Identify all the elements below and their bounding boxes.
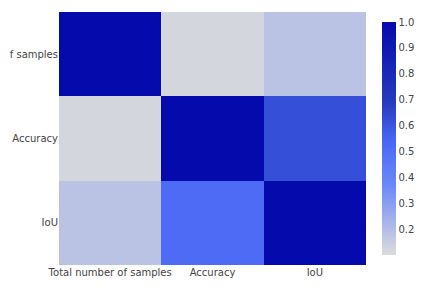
svg-text:Accuracy: Accuracy xyxy=(190,267,236,278)
svg-text:0.7: 0.7 xyxy=(399,94,415,105)
svg-text:0.2: 0.2 xyxy=(399,224,415,235)
svg-text:0.5: 0.5 xyxy=(399,146,415,157)
svg-text:0.4: 0.4 xyxy=(399,172,415,183)
svg-text:f samples: f samples xyxy=(10,49,58,60)
svg-text:Total number of samples: Total number of samples xyxy=(48,267,172,278)
svg-text:0.3: 0.3 xyxy=(399,198,415,209)
svg-text:0.8: 0.8 xyxy=(399,68,415,79)
svg-text:Accuracy: Accuracy xyxy=(12,133,58,144)
svg-text:IoU: IoU xyxy=(42,217,58,228)
svg-text:0.6: 0.6 xyxy=(399,120,415,131)
svg-text:IoU: IoU xyxy=(307,267,323,278)
svg-text:1.0: 1.0 xyxy=(399,17,415,28)
svg-text:0.9: 0.9 xyxy=(399,42,415,53)
